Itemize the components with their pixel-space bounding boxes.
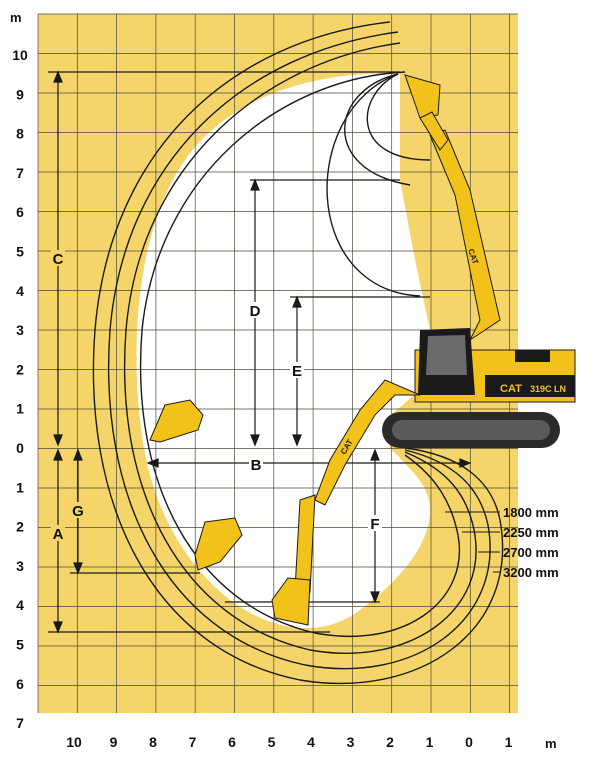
y-tick-label: 3 [16,322,24,338]
dimension-labels: C A G D E B F [51,250,382,543]
dim-label-g: G [72,503,84,520]
y-tick-label: 2 [16,361,24,377]
dim-label-d: D [250,303,261,320]
y-tick-label: 2 [16,519,24,535]
x-tick-label: 6 [228,734,236,750]
dim-c-arrow-bottom [53,434,63,447]
x-tick-label: 9 [110,734,118,750]
dim-label-c: C [53,251,64,268]
dim-label-a: A [53,526,64,543]
stick-length-3200: 3200 mm [503,565,559,580]
x-tick-label: 1 [505,734,513,750]
dig-arc-1 [344,73,411,186]
y-tick-label: 4 [16,283,24,299]
excavator: CAT 319C LN CAT CAT [149,74,576,626]
x-tick-label: 8 [149,734,157,750]
dim-d-arrow-bottom [250,434,260,447]
dim-b-arrow-left [146,458,159,468]
dim-b-arrow-right [459,458,472,468]
dim-d-arrow-top [250,178,260,191]
y-tick-label: 10 [12,47,28,63]
bucket-position-high [149,399,204,443]
dig-arc-2 [366,73,431,161]
envelope-fill [136,73,430,629]
stick-leaders [445,511,500,573]
dim-label-b: B [251,457,262,474]
machine-brand: CAT [500,383,522,395]
excavator-exhaust [515,350,550,362]
reach-curve-2700 [107,31,491,670]
grid [37,13,518,713]
x-tick-label: 3 [347,734,355,750]
dim-a-arrow-top [53,448,63,461]
y-tick-label: 6 [16,204,24,220]
dim-c-arrow-top [53,70,63,83]
stick-length-1800: 1800 mm [503,505,559,520]
excavator-boom-down [314,379,421,506]
bucket-position-mid [194,517,243,571]
y-tick-label: 6 [16,676,24,692]
y-tick-label: 5 [16,637,24,653]
x-axis-ticks: 10 9 8 7 6 5 4 3 2 1 0 1 [66,734,512,750]
y-tick-label: 8 [16,126,24,142]
y-tick-label: 5 [16,244,24,260]
x-tick-label: 2 [386,734,394,750]
reach-curve-3200 [92,21,504,685]
excavator-track-inner [392,420,550,440]
reach-curves [92,21,504,685]
x-tick-label: 5 [268,734,276,750]
y-tick-label: 1 [16,479,24,495]
y-tick-label: 7 [16,165,24,181]
stick-length-2250: 2250 mm [503,525,559,540]
x-tick-label: 7 [189,734,197,750]
machine-model: 319C LN [530,384,566,394]
x-tick-label: 1 [426,734,434,750]
x-tick-label: 10 [66,734,82,750]
y-tick-label: 1 [16,401,24,417]
excavator-bucket-up [404,74,441,119]
x-tick-label: 0 [465,734,473,750]
excavator-counterweight-band [485,375,575,397]
dim-e-arrow-top [292,295,302,308]
y-tick-label: 3 [16,558,24,574]
y-tick-label: 7 [16,715,24,731]
y-tick-label: 0 [16,440,24,456]
dim-g-arrow-top [73,448,83,461]
reach-curve-2250 [123,42,477,654]
x-tick-label: 4 [307,734,315,750]
excavator-bucket-down [271,577,311,626]
dim-f-arrow-bottom [370,591,380,604]
y-tick-label: 4 [16,597,24,613]
dim-label-e: E [292,363,302,380]
stick-length-2700: 2700 mm [503,545,559,560]
reach-curve-1800 [139,71,461,638]
dig-arc-3 [326,73,421,297]
excavator-stick-up [419,111,449,151]
y-axis-unit: m [10,10,22,25]
dim-e-arrow-bottom [292,434,302,447]
y-tick-label: 9 [16,86,24,102]
stick-length-labels: 1800 mm 2250 mm 2700 mm 3200 mm [503,505,559,580]
dim-a-arrow-bottom [53,621,63,634]
dim-label-f: F [370,516,379,533]
dim-f-arrow-top [370,448,380,461]
x-axis-unit: m [545,736,557,751]
excavator-cab-window [426,335,467,375]
dim-g-arrow-bottom [73,562,83,575]
